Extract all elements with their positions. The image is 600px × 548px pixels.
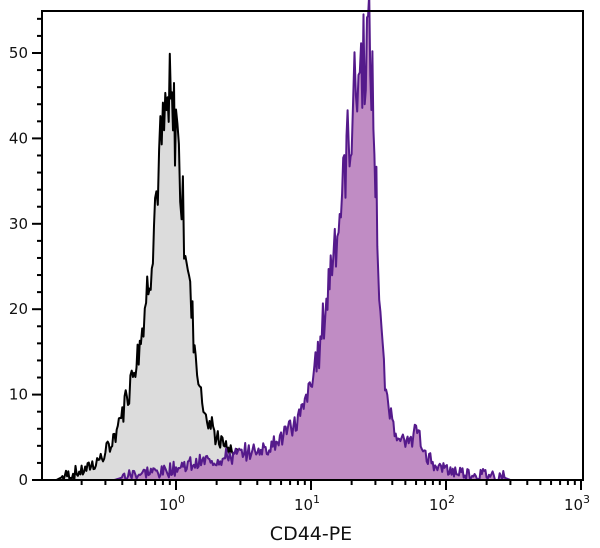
x-tick-exponent: 2 [448,493,455,506]
x-tick-exponent: 3 [583,493,590,506]
x-tick-label: 100 [159,493,185,514]
x-tick-label: 103 [564,493,590,514]
histogram-outline [114,0,511,481]
cd44-pe-histogram [114,0,511,481]
plot-series [55,0,511,481]
y-axis: 0 10 20 30 40 50 [9,17,42,489]
y-tick-label: 50 [9,44,28,62]
plot-frame [41,10,584,481]
y-tick-label: 20 [9,300,28,318]
x-tick-label: 102 [429,493,455,514]
y-tick-label: 0 [18,471,28,489]
y-tick-label: 30 [9,215,28,233]
histogram-fill [56,53,298,481]
x-tick-exponent: 0 [178,493,185,506]
x-axis: 100 101 102 103 [80,480,590,514]
isotype-histogram [55,52,299,481]
x-tick-label: 101 [294,493,320,514]
x-tick-exponent: 1 [313,493,320,506]
x-axis-title: CD44-PE [270,523,352,545]
y-tick-label: 40 [9,129,28,147]
y-tick-label: 10 [9,386,28,404]
